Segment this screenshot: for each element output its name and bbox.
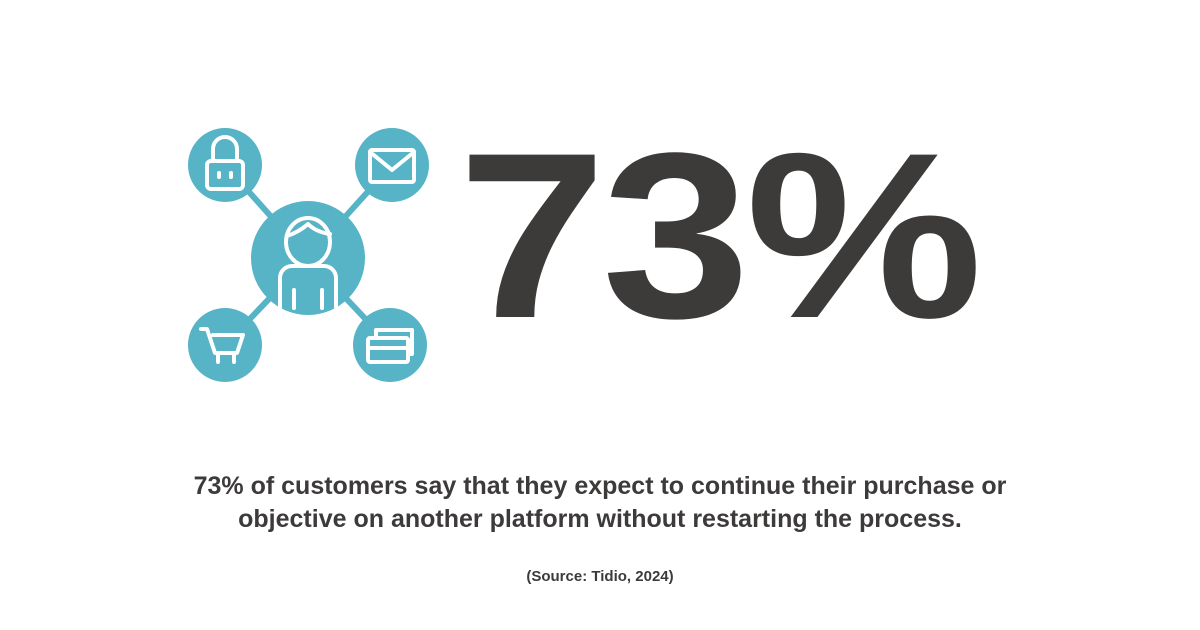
caption-line-1: 73% of customers say that they expect to… (193, 472, 1007, 500)
mail-circle (355, 128, 429, 202)
cart-circle (188, 308, 262, 382)
source-citation: (Source: Tidio, 2024) (526, 568, 674, 585)
shopping-cart-icon (199, 327, 245, 364)
credit-cards-icon (366, 328, 414, 364)
headline-statistic: 73% (458, 104, 983, 368)
statistic-caption: 73% of customers say that they expect to… (0, 470, 1200, 536)
lock-icon (205, 135, 245, 191)
cards-circle (353, 308, 427, 382)
omnichannel-diagram (188, 128, 429, 382)
user-icon (278, 216, 338, 310)
mail-icon (368, 148, 416, 184)
caption-line-2: objective on another platform without re… (238, 505, 962, 533)
